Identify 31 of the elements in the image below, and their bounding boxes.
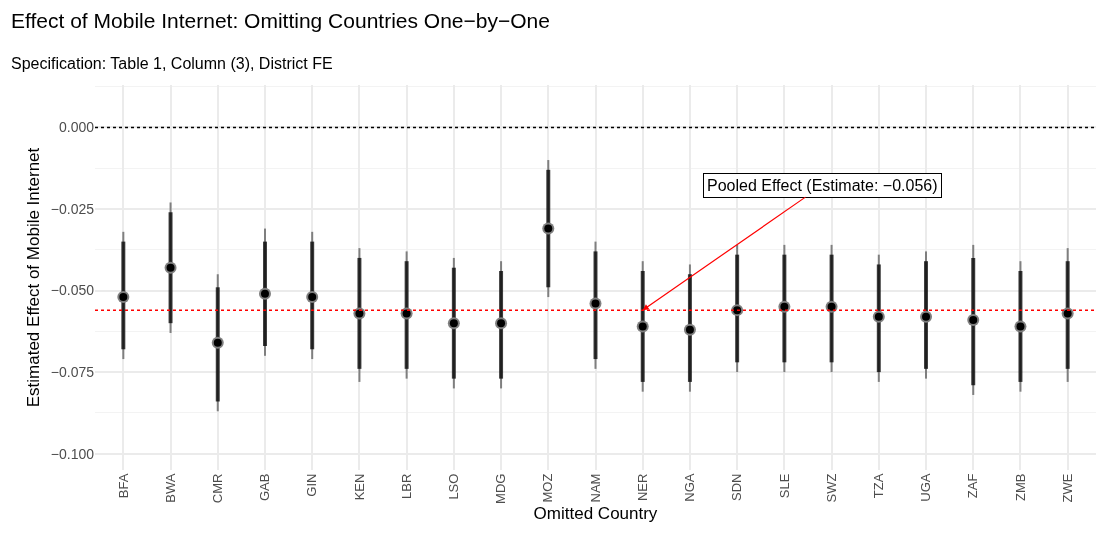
x-tick-label: LBR [398, 473, 414, 499]
x-tick-label: BFA [115, 473, 131, 499]
x-tick-label: LSO [446, 473, 462, 500]
y-axis-title: Estimated Effect of Mobile Internet [24, 147, 44, 408]
x-tick-label: SDN [729, 473, 745, 502]
x-tick-label: KEN [351, 473, 367, 501]
x-tick-label: MDG [493, 473, 509, 504]
y-tick-label: −0.025 [50, 200, 95, 217]
y-tick-label: −0.050 [50, 282, 95, 299]
x-tick-label: GIN [304, 473, 320, 497]
x-tick-label: CMR [209, 473, 225, 504]
x-tick-label: NAM [587, 473, 603, 503]
x-tick-label: NGA [682, 473, 698, 502]
x-tick-label: NER [634, 473, 650, 502]
x-tick-label: ZAF [965, 473, 981, 499]
y-tick-label: 0.000 [58, 119, 95, 136]
x-tick-label: SWZ [823, 473, 839, 503]
x-tick-label: UGA [918, 473, 934, 502]
annotation: Pooled Effect (Estimate: −0.056) [707, 177, 938, 194]
x-axis-title: Omitted Country [533, 504, 658, 524]
x-tick-label: ZMB [1012, 473, 1028, 502]
y-tick-label: −0.100 [50, 445, 95, 462]
y-tick-label: −0.075 [50, 364, 95, 381]
x-tick-label: ZWE [1059, 473, 1075, 503]
chart-subtitle: Specification: Table 1, Column (3), District FE [11, 55, 333, 73]
x-tick-label: BWA [162, 473, 178, 503]
chart-title: Effect of Mobile Internet: Omitting Countries One−by−One [11, 9, 550, 33]
x-tick-label: TZA [871, 473, 887, 499]
x-tick-label: MOZ [540, 473, 556, 503]
x-tick-label: GAB [257, 473, 273, 502]
x-tick-label: SLE [776, 473, 792, 499]
